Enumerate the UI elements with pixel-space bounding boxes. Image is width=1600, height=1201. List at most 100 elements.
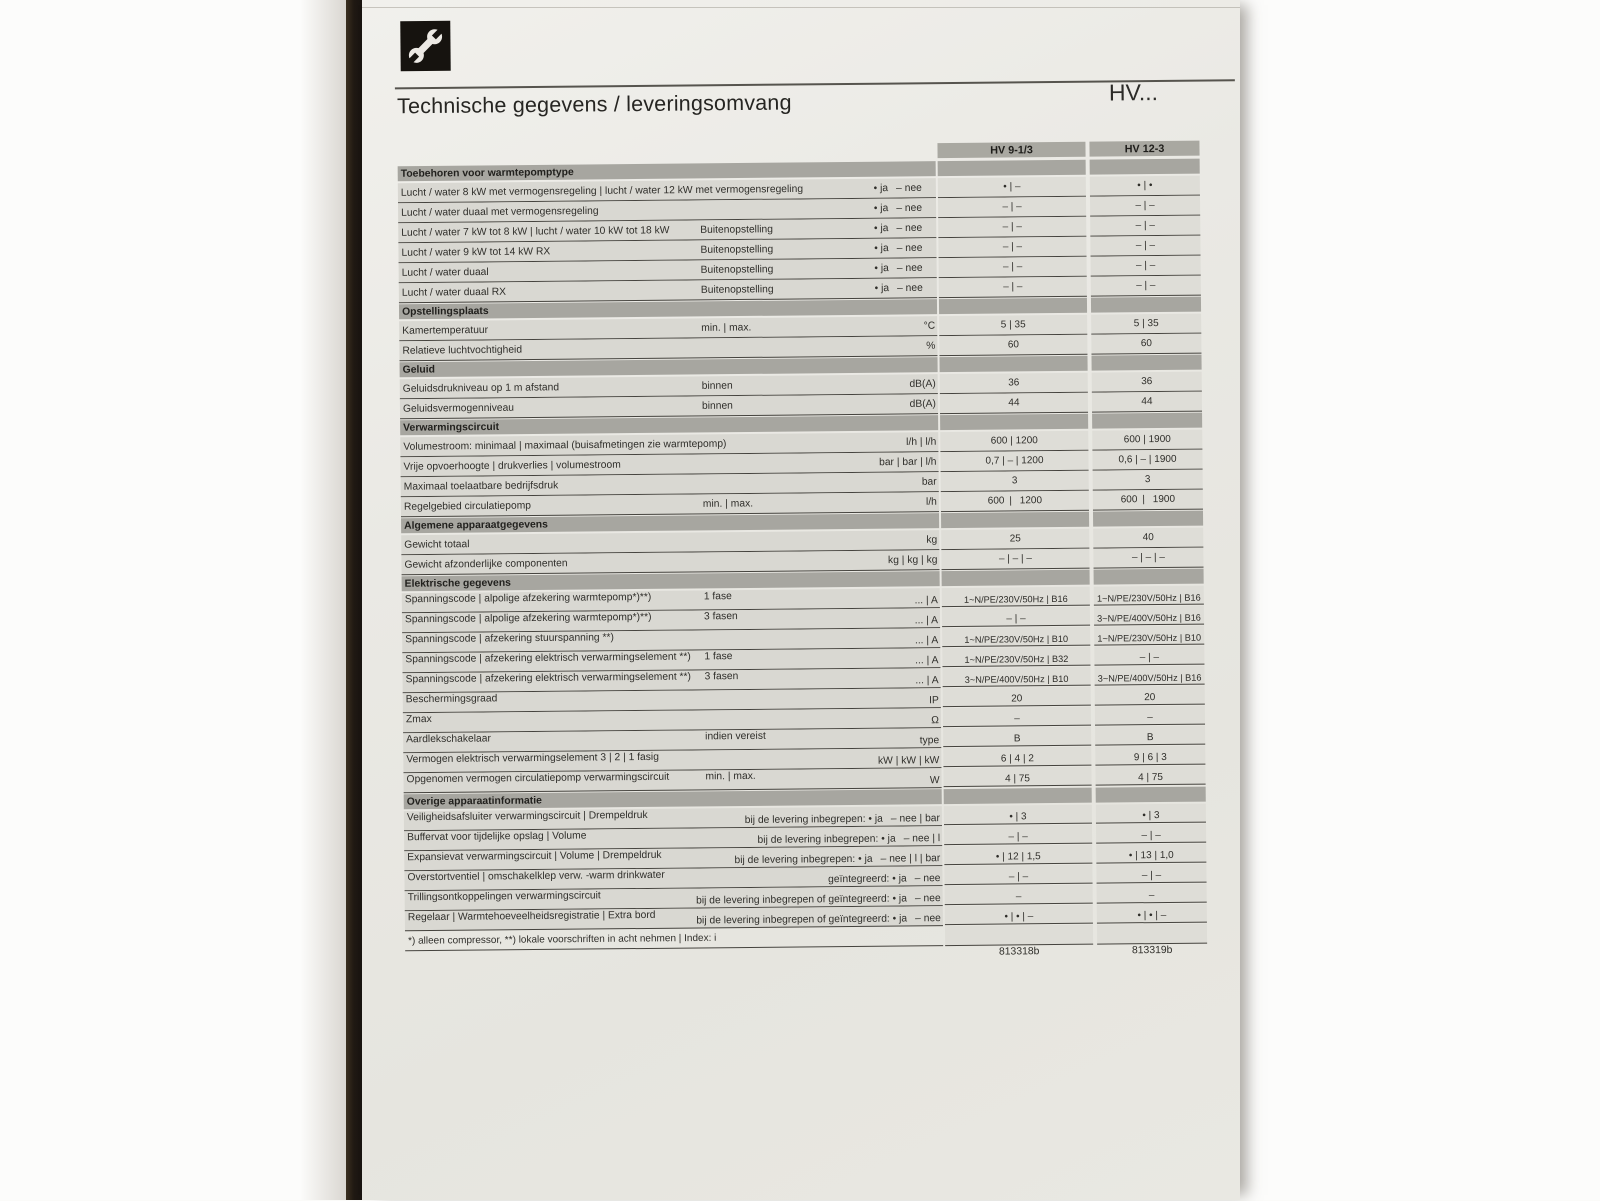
value-hv9: 6 | 4 | 2 (1000, 753, 1034, 765)
section-cell-hv12 (1095, 786, 1206, 803)
value-hv12: 600 | 1900 (1123, 433, 1171, 446)
value-hv12-cell: 36 (1091, 371, 1202, 393)
value-hv9: • | 3 (1009, 811, 1027, 823)
value-hv9: 1~N/PE/230V/50Hz | B32 (964, 653, 1069, 665)
value-hv9-cell: – (944, 884, 1093, 906)
row-unit: °C (923, 320, 936, 332)
row-unit: IP (929, 695, 939, 707)
row-label: Spanningscode | alpolige afzekering warm… (404, 611, 652, 626)
value-hv9-cell: 1~N/PE/230V/50Hz | B16 (941, 586, 1090, 608)
row-label: Expansievat verwarmingscircuit | Volume … (407, 849, 662, 864)
value-hv12-cell: 4 | 75 (1095, 765, 1206, 786)
row-label: Beschermingsgraad (405, 693, 498, 706)
row-label: Opgenomen vermogen circulatiepomp verwar… (406, 771, 670, 786)
row-descriptor: Buitenopstelling (700, 263, 774, 276)
value-hv12: • | 13 | 1,0 (1128, 849, 1174, 862)
row-annotation: bij de levering inbegrepen: • ja – nee |… (734, 853, 941, 867)
value-hv9-cell: • | • | – (944, 904, 1093, 926)
row-annotation: bij de levering inbegrepen: • ja – nee |… (744, 813, 940, 827)
value-hv9: – | – (1006, 613, 1026, 625)
row-descriptor: Buitenopstelling (700, 283, 774, 296)
value-hv9: – | – (1002, 221, 1022, 233)
value-hv9-cell: 6 | 4 | 2 (943, 746, 1092, 768)
row-descriptor: Buitenopstelling (700, 243, 774, 256)
value-hv9: – (1015, 891, 1022, 903)
section-cell-hv9 (940, 413, 1089, 431)
row-label: Vrije opvoerhoogte | drukverlies | volum… (403, 459, 621, 473)
row-label: Kamertemperatuur (402, 324, 489, 337)
value-hv12-cell: 0,6 | – | 1900 (1092, 449, 1203, 471)
row-label: Geluidsvermogenniveau (402, 402, 515, 415)
row-descriptor: min. | max. (705, 770, 756, 783)
value-hv9: 20 (1011, 693, 1023, 705)
row-descriptor: min. | max. (702, 497, 754, 510)
value-hv9: – | – | – (998, 553, 1032, 565)
value-hv9: 1~N/PE/230V/50Hz | B16 (963, 593, 1068, 605)
value-hv9: – (1014, 713, 1020, 725)
value-hv9: 36 (1008, 377, 1020, 389)
value-hv12-cell: B (1095, 725, 1206, 746)
value-hv9-cell: 36 (939, 372, 1088, 395)
section-title: Overige apparaatinformatie (406, 794, 542, 808)
value-hv12: – (1148, 890, 1155, 902)
value-hv12-cell: – | – (1095, 823, 1207, 844)
value-hv9-cell: 600 | 1200 (940, 490, 1089, 513)
value-hv12: • | • | – (1137, 909, 1167, 922)
row-descriptor: indien vereist (705, 730, 766, 743)
paper-top-edge (362, 7, 1240, 8)
value-hv12: 60 (1140, 338, 1152, 350)
value-hv12-cell: 60 (1091, 333, 1202, 355)
row-label: Volumestroom: minimaal | maximaal (buisa… (403, 438, 727, 453)
value-hv12: 3 (1144, 474, 1151, 486)
value-hv12: 5 | 35 (1133, 318, 1159, 330)
value-hv9: • | – (1003, 181, 1021, 193)
row-label: Lucht / water 7 kW tot 8 kW | lucht / wa… (401, 224, 670, 239)
value-hv12: – | – (1135, 260, 1156, 272)
value-hv12-cell: • | • | – (1096, 903, 1207, 924)
section-cell-hv12 (1093, 568, 1204, 585)
value-hv9-cell: 0,7 | – | 1200 (940, 450, 1089, 473)
section-cell-hv12 (1092, 510, 1204, 527)
section-title: Elektrische gegevens (404, 577, 511, 590)
value-hv12: – | – (1141, 830, 1161, 842)
page-title: Technische gegevens / leveringsomvang (396, 90, 792, 119)
section-title: Toebehoren voor warmtepomptype (400, 166, 574, 180)
value-hv9: 44 (1008, 397, 1020, 409)
value-hv12: 0,6 | – | 1900 (1118, 453, 1177, 466)
value-hv9: 3~N/PE/400V/50Hz | B10 (964, 673, 1069, 685)
spec-table: HV 9-1/3 HV 12-3 Toebehoren voor warmtep… (397, 140, 1208, 968)
section-cell-hv9 (938, 297, 1088, 315)
value-hv12: – | – (1135, 200, 1155, 212)
value-hv12-cell: 600 | 1900 (1092, 429, 1203, 451)
section-cell-hv9 (939, 355, 1088, 373)
value-hv9-cell: B (943, 726, 1092, 748)
row-descriptor: min. | max. (701, 321, 752, 334)
row-label: Lucht / water 8 kW met vermogensregeling… (400, 183, 804, 199)
page-gap-shadow (346, 0, 364, 1200)
value-hv9-cell: 4 | 75 (943, 766, 1092, 788)
row-label: Buffervat voor tijdelijke opslag | Volum… (407, 830, 587, 844)
document-page: Technische gegevens / leveringsomvang HV… (362, 0, 1240, 1200)
row-annotation: bij de levering inbegrepen of geïntegree… (696, 913, 941, 927)
value-hv12: 3~N/PE/400V/50Hz | B16 (1097, 672, 1202, 684)
row-label: Regelgebied circulatiepomp (403, 500, 532, 513)
row-label: Lucht / water duaal (401, 266, 489, 279)
value-hv12: 1~N/PE/230V/50Hz | B16 (1096, 592, 1201, 604)
value-hv12-cell: – | – (1090, 275, 1201, 297)
value-hv9: • | • | – (1004, 911, 1034, 923)
value-hv9: 25 (1009, 533, 1021, 545)
row-unit: ... | A (915, 675, 939, 687)
value-hv9: – | – (1008, 871, 1029, 883)
row-label: Spanningscode | afzekering elektrisch ve… (405, 651, 691, 666)
value-hv12: – | – (1135, 220, 1155, 232)
value-hv9-cell: • | 12 | 1,5 (944, 844, 1093, 866)
value-hv9-cell: 1~N/PE/230V/50Hz | B32 (942, 646, 1091, 668)
section-cell-hv12 (1089, 158, 1200, 175)
row-annotation: geïntegreerd: • ja – nee (828, 873, 941, 886)
row-unit: ... | A (914, 635, 939, 647)
page-content: Technische gegevens / leveringsomvang HV… (356, 0, 1245, 1201)
section-title: Algemene apparaatgegevens (404, 518, 548, 532)
value-hv12: – | – | – (1131, 551, 1165, 564)
row-descriptor: binnen (701, 400, 733, 412)
value-hv9-cell: – | – (938, 256, 1087, 279)
